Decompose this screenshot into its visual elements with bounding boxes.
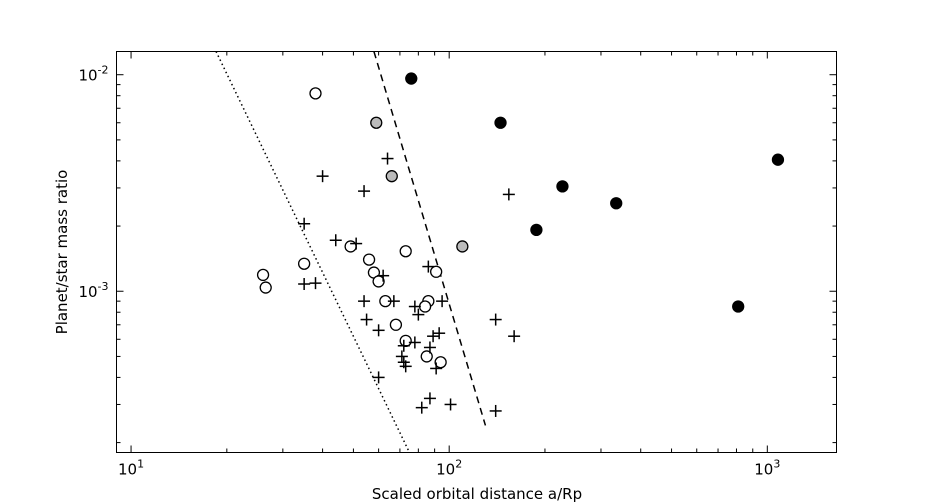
open-circle-marker	[399, 334, 412, 348]
axis-tick-labels: 101 102 103 10-3 10-2	[78, 64, 780, 479]
plus-marker	[381, 152, 394, 165]
plus-marker	[412, 308, 425, 321]
open-circle-marker	[259, 281, 272, 294]
plus-marker	[399, 360, 412, 373]
plus-marker	[316, 170, 329, 183]
filled-circle-marker	[530, 223, 543, 237]
dotted-reference-line	[215, 51, 411, 453]
plus-marker	[436, 295, 449, 308]
open-circle-marker	[309, 87, 322, 100]
plus-marker	[377, 269, 390, 282]
filled-circle-marker	[556, 180, 569, 193]
filled-circle-marker	[610, 197, 623, 210]
x-axis-label: Scaled orbital distance a/Rp	[372, 485, 582, 503]
plus-marker	[430, 362, 443, 375]
filled-circle-marker	[405, 72, 418, 85]
filled-circle-marker	[494, 116, 507, 129]
open-circle-marker	[430, 265, 443, 278]
open-circle-marker	[256, 268, 270, 282]
plus-marker	[502, 188, 515, 201]
plus-marker	[508, 330, 521, 343]
open-circle-marker	[420, 350, 433, 363]
y-tick-label: 10-2	[78, 64, 108, 85]
plus-marker	[309, 277, 322, 290]
open-circle-marker	[418, 300, 432, 313]
plus-marker	[433, 327, 446, 340]
plus-marker	[423, 392, 436, 405]
grey-circle-marker	[385, 170, 398, 183]
grey-circle-marker	[456, 240, 469, 253]
plus-marker	[489, 404, 502, 417]
y-axis-label: Planet/star mass ratio	[53, 170, 71, 335]
plus-marker	[329, 234, 342, 247]
y-tick-label: 10-3	[78, 280, 108, 301]
plus-marker	[298, 278, 311, 291]
plus-marker	[387, 295, 400, 308]
filled-circle-marker	[771, 153, 785, 166]
x-tick-label: 103	[754, 458, 780, 479]
x-tick-label: 101	[118, 458, 144, 479]
plot-frame	[116, 51, 837, 453]
open-circle-marker	[389, 318, 403, 331]
plus-marker	[360, 313, 373, 326]
plus-marker	[489, 313, 502, 326]
plus-marker	[422, 260, 435, 273]
plus-marker	[444, 398, 457, 411]
plus-marker	[415, 401, 428, 414]
plus-marker	[408, 300, 421, 313]
dashed-reference-line	[373, 51, 487, 426]
plus-marker	[427, 330, 440, 343]
open-circle-marker	[399, 245, 412, 258]
open-circle-marker	[297, 257, 311, 270]
x-tick-label: 102	[436, 458, 462, 479]
plus-marker	[358, 295, 371, 308]
plus-marker	[358, 185, 371, 198]
plus-marker	[397, 339, 410, 352]
open-circle-marker	[362, 253, 376, 266]
filled-circle-marker	[732, 300, 745, 313]
plus-marker	[372, 324, 385, 337]
plus-marker	[395, 350, 408, 363]
plus-marker	[350, 237, 363, 250]
axis-ticks	[116, 51, 837, 453]
plus-marker	[423, 341, 436, 354]
grey-circle-marker	[370, 116, 383, 129]
open-circle-marker	[344, 240, 357, 253]
plus-marker	[408, 336, 421, 349]
plus-marker	[298, 217, 311, 230]
plus-marker	[372, 371, 385, 384]
data-points	[256, 72, 785, 417]
reference-lines	[215, 51, 487, 453]
